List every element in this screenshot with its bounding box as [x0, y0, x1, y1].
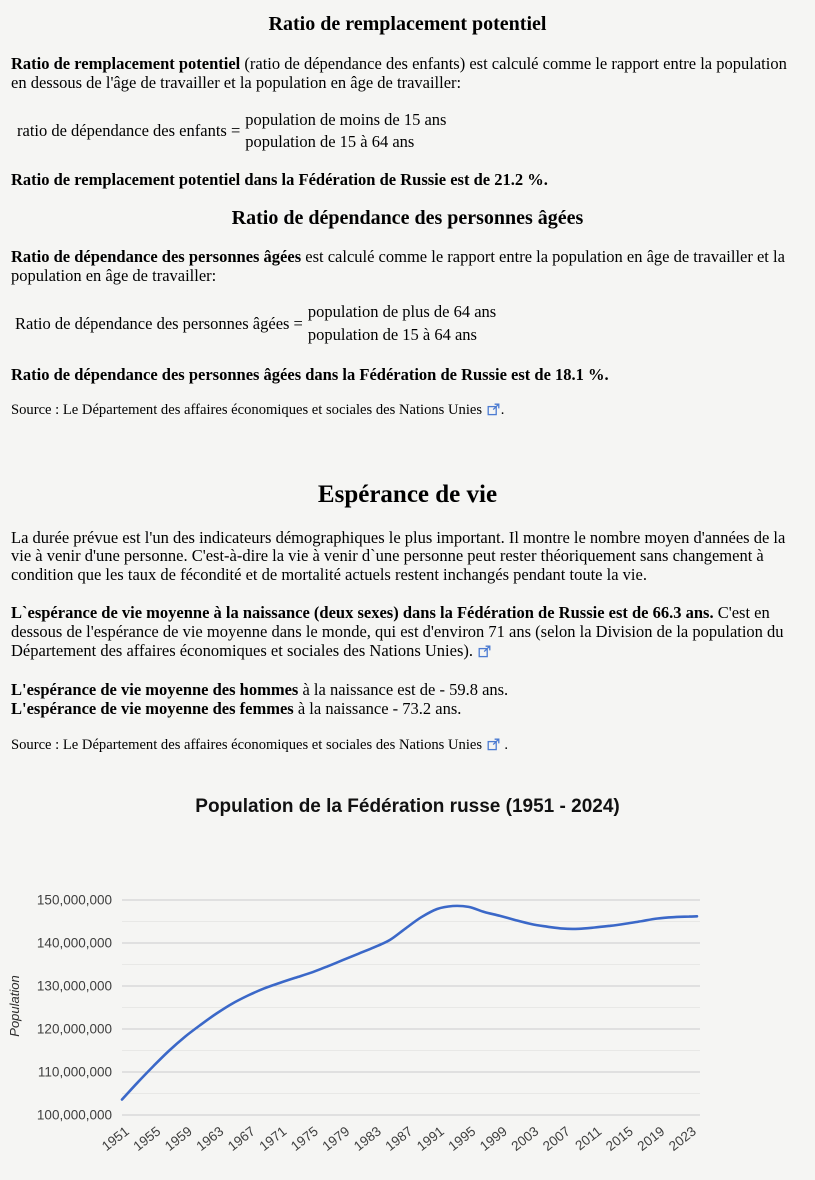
- source-2-suffix: .: [500, 737, 508, 754]
- formula-elderly-denominator: population de 15 à 64 ans: [307, 324, 477, 344]
- x-axis-tick-label: 1955: [130, 1124, 163, 1154]
- source-1-text: Source : Le Département des affaires éco…: [11, 401, 483, 418]
- formula-children-dependency: ratio de dépendance des enfants = popula…: [17, 109, 804, 154]
- formula-children-denominator: population de 15 à 64 ans: [245, 132, 415, 152]
- para-ratio-remplacement: Ratio de remplacement potentiel (ratio d…: [11, 54, 804, 93]
- x-axis-tick-label: 1963: [193, 1124, 226, 1154]
- y-axis-tick-label: 150,000,000: [37, 893, 112, 908]
- population-series-line[interactable]: [120, 904, 699, 1101]
- y-axis-tick-label: 120,000,000: [37, 1022, 112, 1037]
- para-ratio-remplacement-lead: Ratio de remplacement potentiel: [11, 54, 241, 73]
- source-2-text: Source : Le Département des affaires éco…: [11, 737, 483, 754]
- x-axis-tick-label: 1983: [351, 1124, 384, 1154]
- x-axis-tick-label: 2007: [540, 1124, 573, 1154]
- x-axis-tick-label: 1995: [446, 1124, 479, 1154]
- heading-ratio-personnes-agees: Ratio de dépendance des personnes âgées: [231, 207, 584, 230]
- y-axis-tick-label: 110,000,000: [38, 1065, 112, 1080]
- formula-children-fraction: population de moins de 15 ans population…: [245, 109, 446, 154]
- para-esperance-naissance-lead: L`espérance de vie moyenne à la naissanc…: [11, 603, 714, 623]
- esperance-femmes-lead: L'espérance de vie moyenne des femmes: [11, 699, 294, 719]
- result-ratio-personnes-agees: Ratio de dépendance des personnes âgées …: [11, 364, 609, 384]
- x-axis-tick-label: 2003: [509, 1124, 542, 1154]
- x-axis-tick-label: 1951: [99, 1124, 132, 1154]
- heading-ratio-remplacement: Ratio de remplacement potentiel: [268, 13, 547, 35]
- result-ratio-remplacement: Ratio de remplacement potentiel dans la …: [11, 170, 548, 190]
- esperance-hommes-rest: à la naissance est de - 59.8 ans.: [298, 680, 509, 700]
- esperance-hommes-lead: L'espérance de vie moyenne des hommes: [11, 680, 299, 700]
- formula-elderly-fraction: population de plus de 64 ans population …: [308, 301, 496, 346]
- chart-title: Population de la Fédération russe (1951 …: [195, 796, 620, 818]
- source-1-suffix: .: [500, 401, 505, 418]
- population-line-chart[interactable]: 100,000,000 110,000,000 120,000,000 130,000…: [0, 860, 815, 1175]
- y-axis-title: Population: [7, 975, 22, 1036]
- document-body: Ratio de remplacement potentiel Ratio de…: [0, 13, 815, 818]
- x-axis-tick-label: 1959: [162, 1124, 195, 1154]
- x-axis-tick-label: 1979: [319, 1124, 352, 1154]
- formula-children-label: ratio de dépendance des enfants =: [17, 121, 241, 141]
- x-axis-tick-label: 2019: [635, 1124, 668, 1154]
- external-link-icon[interactable]: [487, 738, 500, 756]
- para-ratio-personnes-agees: Ratio de dépendance des personnes âgées …: [11, 248, 804, 286]
- x-axis-tick-label: 1967: [225, 1124, 258, 1154]
- x-axis-tick-label: 1971: [256, 1124, 289, 1154]
- x-axis-tick-label: 1991: [414, 1124, 447, 1154]
- y-axis-tick-label: 100,000,000: [37, 1108, 112, 1123]
- y-axis-tick-label: 130,000,000: [37, 979, 112, 994]
- external-link-icon[interactable]: [487, 403, 500, 421]
- formula-elderly-dependency: Ratio de dépendance des personnes âgées …: [15, 301, 804, 346]
- para-esperance-naissance: L`espérance de vie moyenne à la naissanc…: [11, 603, 804, 663]
- population-chart[interactable]: 100,000,000 110,000,000 120,000,000 130,000…: [0, 860, 815, 1180]
- heading-esperance-de-vie: Espérance de vie: [317, 480, 498, 508]
- para-esperance-intro: La durée prévue est l'un des indicateurs…: [11, 527, 786, 585]
- x-axis-tick-label: 1975: [288, 1124, 321, 1154]
- x-axis-tick-label: 2011: [572, 1124, 604, 1154]
- y-axis-tick-label: 140,000,000: [37, 936, 112, 951]
- source-line-1: Source : Le Département des affaires éco…: [11, 402, 804, 421]
- external-link-icon[interactable]: [478, 644, 491, 663]
- para-esperance-naissance-rest: C'est en dessous de l'espérance de vie m…: [11, 603, 784, 660]
- x-axis-tick-label: 2015: [603, 1124, 636, 1154]
- para-esperance-sexes: L'espérance de vie moyenne des hommes à …: [11, 681, 804, 719]
- source-line-2: Source : Le Département des affaires éco…: [11, 737, 804, 756]
- para-ratio-personnes-agees-rest: est calculé comme le rapport entre la po…: [11, 247, 785, 286]
- esperance-femmes-rest: à la naissance - 73.2 ans.: [293, 699, 462, 719]
- formula-elderly-label: Ratio de dépendance des personnes âgées …: [15, 313, 303, 333]
- formula-children-numerator: population de moins de 15 ans: [245, 109, 447, 129]
- para-ratio-personnes-agees-lead: Ratio de dépendance des personnes âgées: [11, 247, 302, 267]
- para-ratio-remplacement-rest: (ratio de dépendance des enfants) est ca…: [11, 54, 787, 92]
- x-axis-tick-label: 1999: [477, 1124, 510, 1154]
- x-axis-tick-label: 2023: [666, 1124, 699, 1154]
- formula-elderly-numerator: population de plus de 64 ans: [307, 302, 497, 322]
- x-axis-tick-label: 1987: [382, 1124, 415, 1154]
